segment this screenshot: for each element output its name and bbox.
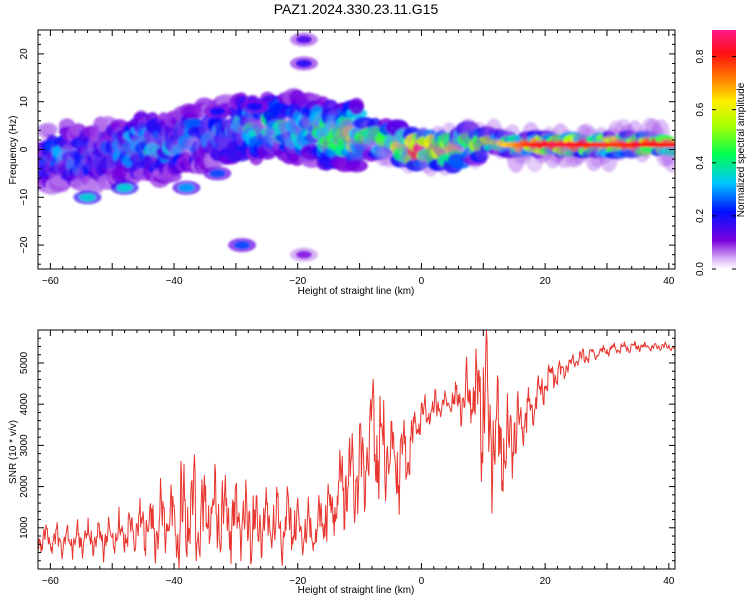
snr-y-tick-label: 3000 [19, 434, 30, 457]
spectrogram-x-tick-label: 0 [419, 276, 425, 287]
spectrogram-feature [295, 250, 312, 259]
spectrogram-x-tick-label: −40 [166, 276, 183, 287]
snr-x-tick-label: 20 [540, 576, 552, 587]
spectrogram-x-tick-label: 20 [540, 276, 552, 287]
spectrogram-feature [116, 183, 133, 192]
spectrogram-x-tick-label: 40 [663, 276, 675, 287]
spectrogram-core [664, 142, 675, 147]
spectrogram-y-ticks: −20 −10 0 10 20 [19, 34, 675, 265]
spectrogram-feature [178, 183, 195, 192]
colorbar-tick-label: 0.8 [695, 49, 706, 63]
colorbar-gradient [712, 30, 736, 269]
snr-series-line [38, 330, 675, 569]
spectrogram-y-tick-label: 20 [19, 48, 30, 60]
spectrogram-cell [348, 97, 365, 115]
colorbar-label: Normalized spectral amplitude [736, 82, 747, 217]
snr-y-tick-label: 1000 [19, 516, 30, 539]
spectrogram-feature [209, 169, 226, 178]
snr-x-axis-label: Height of straight line (km) [298, 585, 415, 596]
snr-y-tick-label: 5000 [19, 351, 30, 374]
spectrogram-feature [295, 59, 312, 68]
colorbar-tick-label: 0.2 [695, 209, 706, 223]
spectrogram-feature [209, 107, 226, 116]
spectrogram-x-tick-label: −20 [289, 276, 306, 287]
colorbar-tick-label: 0.6 [695, 102, 706, 116]
snr-y-axis-label: SNR (10 * v/v) [8, 420, 19, 484]
spectrogram-feature [246, 102, 263, 111]
spectrogram-y-tick-label: 0 [19, 146, 30, 152]
spectrogram-x-axis-label: Height of straight line (km) [298, 286, 415, 297]
spectrogram-feature [234, 241, 251, 250]
colorbar: 0.0 0.2 0.4 0.6 0.8 Normalized spectral ampl… [695, 30, 747, 276]
spectrogram-y-axis-label: Frequency (Hz) [8, 116, 19, 185]
snr-x-tick-label: 0 [419, 576, 425, 587]
spectrogram-heat-layer [38, 32, 675, 262]
spectrogram-cell [345, 159, 368, 173]
snr-y-ticks: 1000 2000 3000 4000 5000 [19, 329, 675, 570]
figure-title: PAZ1.2024.330.23.11.G15 [274, 1, 439, 17]
spectrogram-y-tick-label: 10 [19, 96, 30, 108]
colorbar-tick-label: 0.0 [695, 262, 706, 276]
snr-x-tick-label: −60 [42, 576, 59, 587]
snr-frame [37, 329, 676, 570]
snr-x-ticks: −60 −40 −20 0 20 40 [37, 330, 675, 587]
spectrogram-cell [39, 122, 58, 137]
spectrogram-y-tick-label: −20 [19, 236, 30, 253]
snr-x-tick-label: −40 [166, 576, 183, 587]
spectrogram-x-tick-label: −60 [42, 276, 59, 287]
snr-y-tick-label: 4000 [19, 393, 30, 416]
snr-x-tick-label: 40 [663, 576, 675, 587]
snr-y-tick-label: 2000 [19, 475, 30, 498]
snr-x-tick-label: −20 [289, 576, 306, 587]
spectrogram-halo [662, 144, 675, 173]
spectrogram-y-tick-label: −10 [19, 188, 30, 205]
spectrogram-x-ticks: −60 −40 −20 0 20 40 [37, 30, 675, 287]
spectrogram-feature [295, 35, 312, 44]
snr-panel: −60 −40 −20 0 20 40 1000 2000 3000 4000 5000 Heig… [8, 329, 676, 596]
spectrogram-feature [79, 193, 96, 202]
colorbar-ticks: 0.0 0.2 0.4 0.6 0.8 [695, 49, 736, 276]
spectrogram-panel: −60 −40 −20 0 20 40 −20 −10 0 10 20 Height of str… [8, 29, 676, 297]
colorbar-tick-label: 0.4 [695, 155, 706, 169]
